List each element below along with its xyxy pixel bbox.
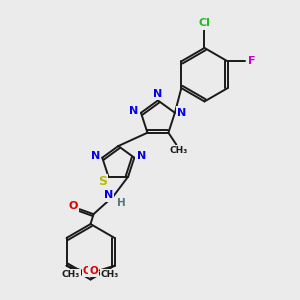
Text: H: H — [117, 198, 126, 208]
Text: N: N — [153, 88, 163, 98]
Text: O: O — [68, 201, 77, 211]
Text: O: O — [83, 266, 92, 276]
Text: F: F — [248, 56, 255, 66]
Text: N: N — [91, 151, 100, 161]
Text: S: S — [98, 175, 107, 188]
Text: N: N — [136, 151, 146, 161]
Text: N: N — [129, 106, 139, 116]
Text: O: O — [89, 266, 98, 276]
Text: CH₃: CH₃ — [101, 270, 119, 279]
Text: CH₃: CH₃ — [62, 270, 80, 279]
Text: Cl: Cl — [199, 18, 210, 28]
Text: N: N — [104, 190, 113, 200]
Text: CH₃: CH₃ — [169, 146, 188, 155]
Text: N: N — [177, 108, 186, 118]
